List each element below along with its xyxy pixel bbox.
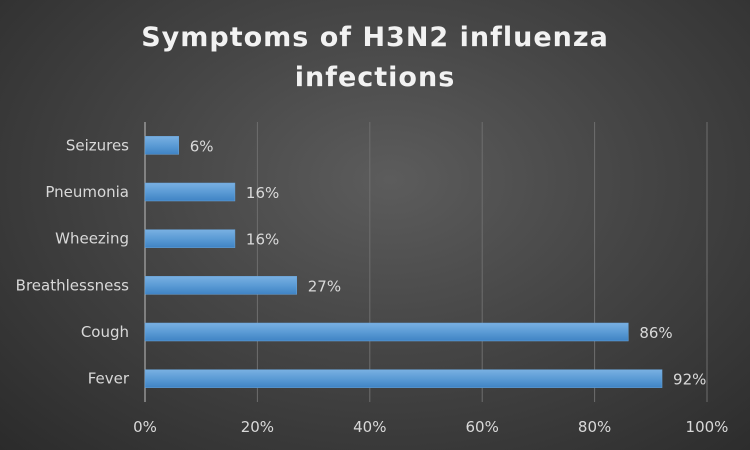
x-tick-label: 0% [133,418,157,436]
x-tick-label: 80% [578,418,611,436]
category-label: Breathlessness [16,276,130,294]
category-label: Pneumonia [45,183,129,201]
category-label: Cough [81,323,129,341]
labels: 0% 20% 40% 60% 80% 100% Seizures 6% Pneumonia 16%… [16,136,729,436]
chart-title-line2: infections [294,62,456,93]
data-label: 27% [308,277,341,295]
chart-title: Symptoms of H3N2 influenza infections [0,18,750,98]
gridlines [256,122,708,402]
x-tick-label: 60% [466,418,499,436]
x-tick-label: 20% [241,418,274,436]
bars [144,136,663,388]
category-label: Wheezing [55,230,129,248]
bar-wheezing [144,229,236,248]
data-label: 86% [639,324,672,342]
data-label: 6% [190,137,214,155]
bar-pneumonia [144,182,236,202]
category-label: Fever [88,370,130,388]
chart-title-line1: Symptoms of H3N2 influenza [141,22,609,53]
bar-cough [144,322,629,342]
bar-seizures [144,136,179,155]
data-label: 16% [246,184,279,202]
data-label: 16% [246,231,279,249]
bar-fever [144,369,663,388]
bar-breathlessness [144,276,297,295]
x-tick-label: 100% [686,418,729,436]
data-label: 92% [673,371,706,389]
category-label: Seizures [66,136,129,154]
x-tick-label: 40% [353,418,386,436]
